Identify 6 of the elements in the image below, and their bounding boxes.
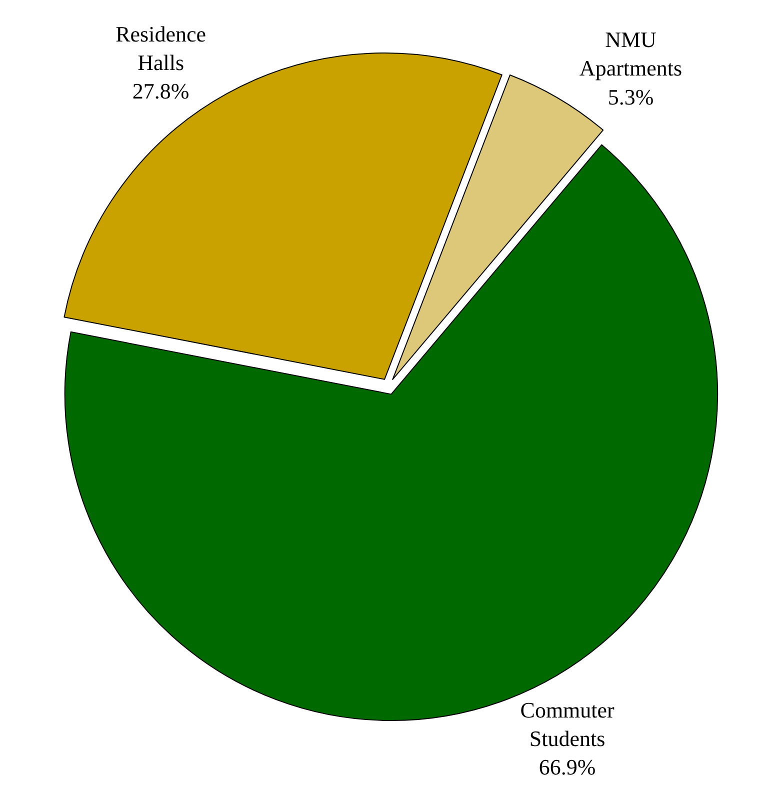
data-label: 27.8% [132, 78, 190, 104]
slice-label: Residence Halls [116, 21, 206, 75]
data-label: 66.9% [538, 754, 596, 780]
slice-label: NMU Apartments [579, 27, 682, 81]
slice-label: Commuter Students [520, 697, 616, 752]
data-label: 5.3% [608, 84, 654, 110]
